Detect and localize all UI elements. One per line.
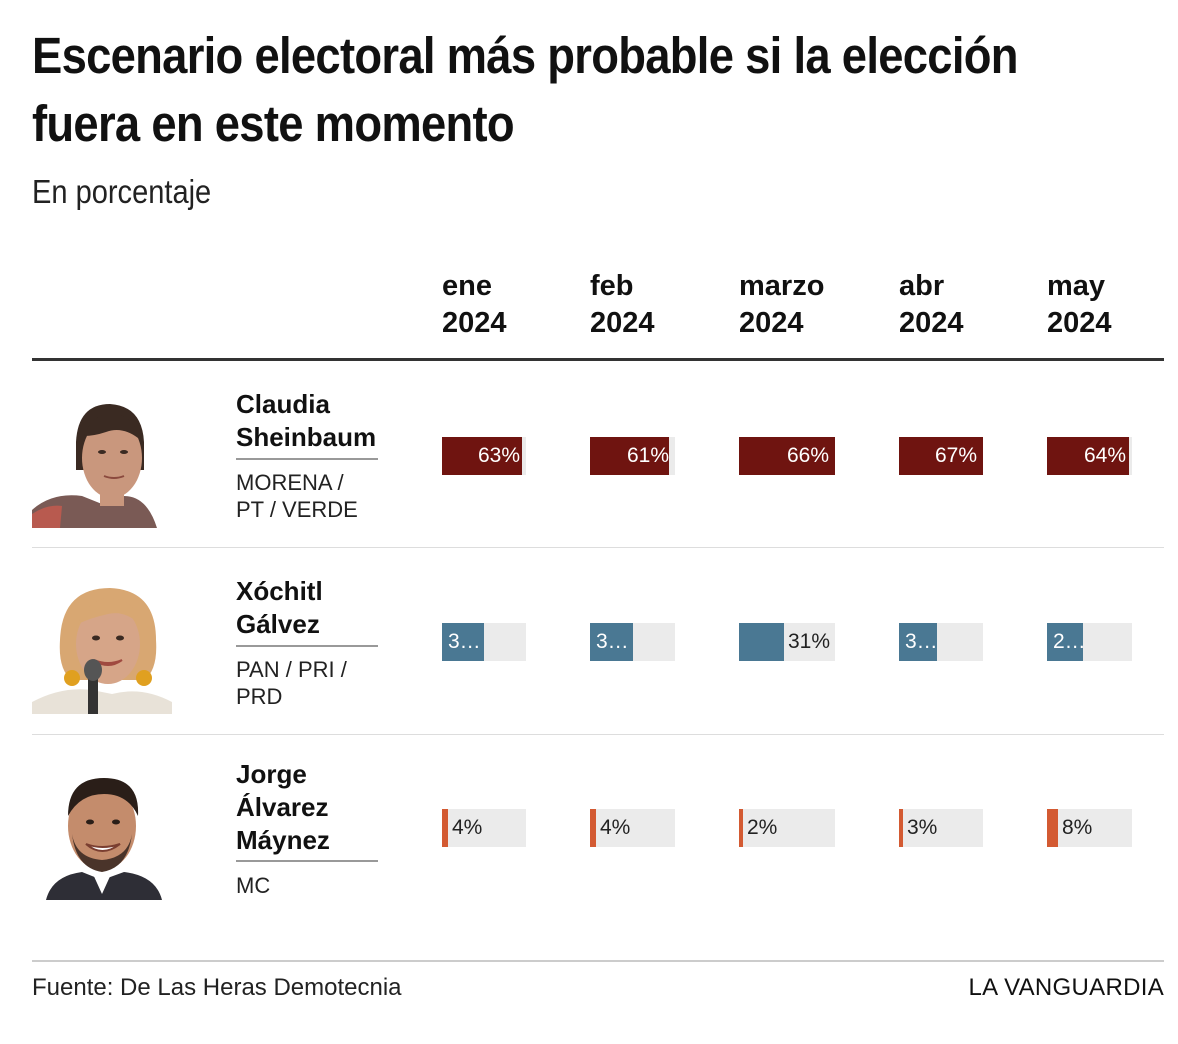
bar-cell: 31%	[739, 623, 835, 661]
bar-value-label: 3%	[907, 816, 938, 839]
column-header-month: marzo	[739, 270, 825, 302]
bar-fill	[739, 809, 743, 847]
chart-title: Escenario electoral más probable si la e…	[32, 27, 1018, 152]
candidate-underline	[236, 458, 378, 460]
bar-fill	[442, 437, 522, 475]
bar-fill	[590, 623, 633, 661]
candidate-party-line: MORENA /	[236, 470, 344, 495]
bar-value-label: 2%	[747, 816, 778, 839]
bar-fill	[899, 623, 937, 661]
candidate-name-line: Álvarez	[236, 792, 329, 822]
brand-logo: LA VANGUARDIA	[968, 974, 1164, 1001]
woman-portrait-icon	[32, 578, 172, 714]
candidate-name-line: Jorge	[236, 759, 307, 789]
bar-value-label: 8%	[1062, 816, 1093, 839]
bar-value-label: 4%	[452, 816, 483, 839]
bar-cell: 3…	[899, 623, 983, 661]
bar-fill	[1047, 437, 1129, 475]
bar-cell: 66%	[739, 437, 835, 475]
bar-cell: 3…	[590, 623, 675, 661]
candidate-underline	[236, 860, 378, 862]
candidate-name-line: Máynez	[236, 825, 330, 855]
man-portrait-icon	[32, 764, 172, 900]
bar-value-label: 3…	[905, 630, 937, 653]
column-header-year: 2024	[590, 307, 655, 339]
bar-background	[442, 809, 526, 847]
candidate-party-line: MC	[236, 873, 271, 898]
bar-fill	[1047, 809, 1058, 847]
candidate-underline	[236, 645, 378, 647]
bar-fill	[442, 809, 448, 847]
bar-value-label: 2…	[1053, 630, 1083, 653]
candidate-name-line: Xóchitl	[236, 576, 323, 606]
bar-fill	[899, 809, 903, 847]
candidate-party: MORENA / PT / VERDE	[236, 469, 386, 523]
column-header-year: 2024	[442, 307, 507, 339]
bar-cell: 2%	[739, 809, 835, 847]
bar-value-label: 4%	[600, 816, 631, 839]
column-header: abr 2024	[899, 268, 964, 342]
header-rule	[32, 358, 1164, 361]
candidate-party-line: PRD	[236, 684, 283, 709]
candidate-party: PAN / PRI / PRD	[236, 656, 386, 710]
column-header-month: feb	[590, 270, 634, 302]
column-header-year: 2024	[899, 307, 964, 339]
woman-portrait-icon	[32, 392, 172, 528]
bar-fill	[739, 623, 784, 661]
bar-fill	[1047, 623, 1083, 661]
source-note: Fuente: De Las Heras Demotecnia	[32, 974, 402, 1001]
candidate-name: Jorge Álvarez Máynez	[236, 758, 378, 857]
bar-cell: 8%	[1047, 809, 1132, 847]
column-header-month: may	[1047, 270, 1106, 302]
candidate-name-line: Gálvez	[236, 609, 320, 639]
bar-cell: 3%	[899, 809, 983, 847]
candidate-party-line: PAN / PRI /	[236, 657, 347, 682]
candidate-party-line: PT / VERDE	[236, 497, 358, 522]
bar-cell: 64%	[1047, 437, 1132, 475]
bar-fill	[442, 623, 484, 661]
footer-rule	[32, 960, 1164, 962]
candidate-name-line: Claudia	[236, 389, 330, 419]
bar-fill	[739, 437, 835, 475]
bar-value-label: 63%	[477, 444, 520, 467]
bar-background	[899, 809, 983, 847]
bar-cell: 4%	[442, 809, 526, 847]
bar-cell: 2…	[1047, 623, 1132, 661]
column-header-month: abr	[899, 270, 945, 302]
bar-cell: 67%	[899, 437, 983, 475]
bar-background	[1047, 809, 1132, 847]
bar-value-label: 67%	[934, 444, 977, 467]
bar-cell: 61%	[590, 437, 675, 475]
bar-value-label: 61%	[626, 444, 669, 467]
bar-value-label: 64%	[1083, 444, 1126, 467]
bar-fill	[899, 437, 983, 475]
candidate-party: MC	[236, 872, 386, 899]
candidate-name: Xóchitl Gálvez	[236, 575, 378, 641]
bar-value-label: 31%	[788, 630, 831, 653]
bar-value-label: 66%	[786, 444, 829, 467]
column-header: may 2024	[1047, 268, 1112, 342]
bar-background	[739, 809, 835, 847]
candidate-name: Claudia Sheinbaum	[236, 388, 378, 454]
column-header: marzo 2024	[739, 268, 824, 342]
bar-cell: 4%	[590, 809, 675, 847]
column-header-month: ene	[442, 270, 492, 302]
bar-cell: 3…	[442, 623, 526, 661]
bar-fill	[590, 437, 669, 475]
column-header: feb 2024	[590, 268, 655, 342]
row-divider	[32, 547, 1164, 548]
row-divider	[32, 734, 1164, 735]
chart-subtitle: En porcentaje	[32, 173, 212, 210]
bar-value-label: 3…	[596, 630, 629, 653]
column-header-year: 2024	[1047, 307, 1112, 339]
column-header: ene 2024	[442, 268, 507, 342]
bar-fill	[590, 809, 596, 847]
bar-background	[590, 809, 675, 847]
bar-cell: 63%	[442, 437, 526, 475]
column-header-year: 2024	[739, 307, 804, 339]
bar-value-label: 3…	[448, 630, 481, 653]
candidate-name-line: Sheinbaum	[236, 422, 377, 452]
